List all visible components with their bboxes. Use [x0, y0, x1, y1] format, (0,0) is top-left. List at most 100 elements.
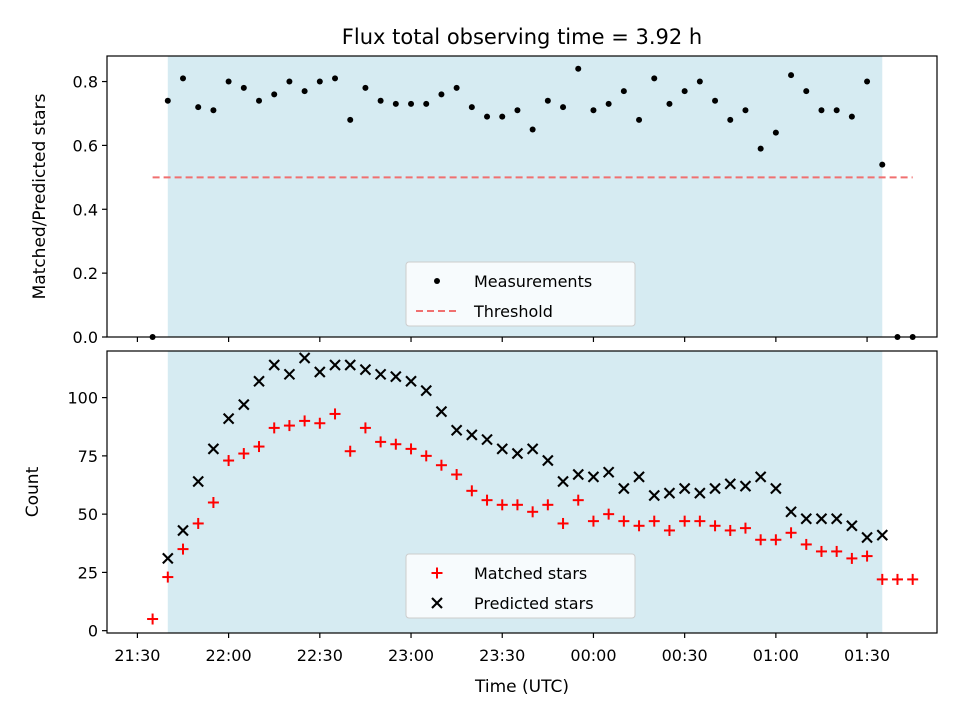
data-point — [712, 97, 719, 104]
marker-stroke — [431, 597, 443, 609]
data-point — [772, 129, 779, 136]
predicted-marker — [435, 405, 448, 418]
matched-marker — [431, 567, 443, 579]
matched-marker — [770, 534, 782, 546]
x-tick-label: 01:30 — [844, 646, 890, 665]
predicted-marker — [724, 478, 737, 490]
predicted-marker — [496, 443, 508, 455]
matched-marker — [420, 450, 432, 462]
data-point — [560, 104, 567, 111]
matched-marker — [572, 494, 584, 506]
y-axis-label: Matched/Predicted stars — [30, 93, 50, 299]
data-point — [438, 91, 445, 98]
data-point — [286, 78, 293, 85]
predicted-marker — [830, 513, 843, 525]
predicted-marker — [162, 552, 174, 565]
predicted-marker — [542, 454, 554, 467]
series-dot — [149, 65, 916, 340]
marker-stroke — [526, 443, 539, 455]
matched-marker — [831, 545, 843, 557]
predicted-marker — [587, 471, 600, 483]
predicted-marker — [739, 480, 752, 492]
predicted-marker — [678, 482, 691, 495]
data-point — [529, 126, 536, 133]
marker-stroke — [678, 482, 691, 495]
matched-marker — [755, 534, 767, 546]
y-tick-label: 100 — [67, 389, 98, 408]
data-point — [757, 145, 764, 152]
predicted-marker — [633, 471, 645, 483]
marker-stroke — [192, 475, 204, 488]
ratio-panel: 0.0 0.2 0.4 0.6 0.8 Matched/Predicted stars Me… — [30, 55, 938, 347]
predicted-marker — [815, 513, 828, 525]
marker-stroke — [633, 471, 645, 483]
data-point — [347, 116, 354, 123]
series-x — [162, 352, 889, 565]
predicted-marker — [526, 443, 539, 455]
marker-stroke — [648, 489, 660, 502]
data-point — [803, 88, 810, 95]
data-point — [666, 100, 673, 107]
matched-marker — [907, 573, 919, 585]
matched-marker — [679, 515, 691, 527]
matched-marker — [891, 573, 903, 585]
data-point — [408, 100, 415, 107]
marker-stroke — [450, 424, 463, 436]
matched-marker — [709, 520, 721, 532]
marker-stroke — [876, 529, 889, 541]
predicted-marker — [238, 398, 250, 411]
data-point — [636, 116, 643, 123]
matched-marker — [557, 517, 569, 529]
data-point — [210, 107, 217, 114]
data-point — [833, 107, 840, 114]
data-point — [164, 97, 171, 104]
data-point — [240, 84, 247, 91]
data-point — [332, 75, 339, 82]
x-tick-label: 23:30 — [479, 646, 525, 665]
legend-label: Measurements — [474, 272, 592, 291]
y-tick-label: 0.8 — [73, 73, 98, 92]
marker-stroke — [618, 482, 630, 495]
matched-marker — [283, 420, 295, 432]
predicted-marker — [431, 597, 443, 609]
marker-stroke — [481, 433, 493, 446]
data-point — [271, 91, 278, 98]
matched-marker — [663, 524, 675, 536]
matched-marker — [603, 508, 615, 520]
predicted-marker — [374, 368, 387, 381]
marker-stroke — [329, 359, 341, 371]
data-point — [605, 100, 612, 107]
marker-stroke — [511, 447, 524, 460]
marker-stroke — [466, 429, 478, 441]
matched-marker — [739, 522, 751, 534]
predicted-marker — [709, 482, 721, 495]
data-point — [256, 97, 263, 104]
data-point — [681, 88, 688, 95]
marker-stroke — [283, 368, 296, 381]
matched-marker — [633, 520, 645, 532]
legend: Measurements Threshold — [405, 261, 636, 327]
predicted-marker — [450, 424, 463, 436]
matched-marker — [542, 499, 554, 511]
matched-marker — [268, 422, 280, 434]
marker-stroke — [861, 531, 873, 544]
marker-stroke — [162, 552, 174, 565]
matched-marker — [238, 448, 250, 460]
legend: Matched stars Predicted stars — [405, 553, 636, 619]
predicted-marker — [405, 375, 417, 388]
marker-stroke — [709, 482, 721, 495]
matched-marker — [481, 494, 493, 506]
data-point — [879, 161, 886, 168]
data-point — [575, 65, 582, 72]
data-point — [742, 107, 749, 114]
matched-marker — [375, 436, 387, 448]
marker-stroke — [754, 471, 767, 483]
matched-marker — [618, 515, 630, 527]
predicted-marker — [283, 368, 296, 381]
axes-frame — [106, 55, 938, 338]
marker-stroke — [420, 384, 432, 397]
predicted-marker — [268, 359, 280, 371]
x-tick-label: 22:00 — [206, 646, 252, 665]
marker-stroke — [846, 520, 858, 532]
data-point — [468, 104, 475, 111]
